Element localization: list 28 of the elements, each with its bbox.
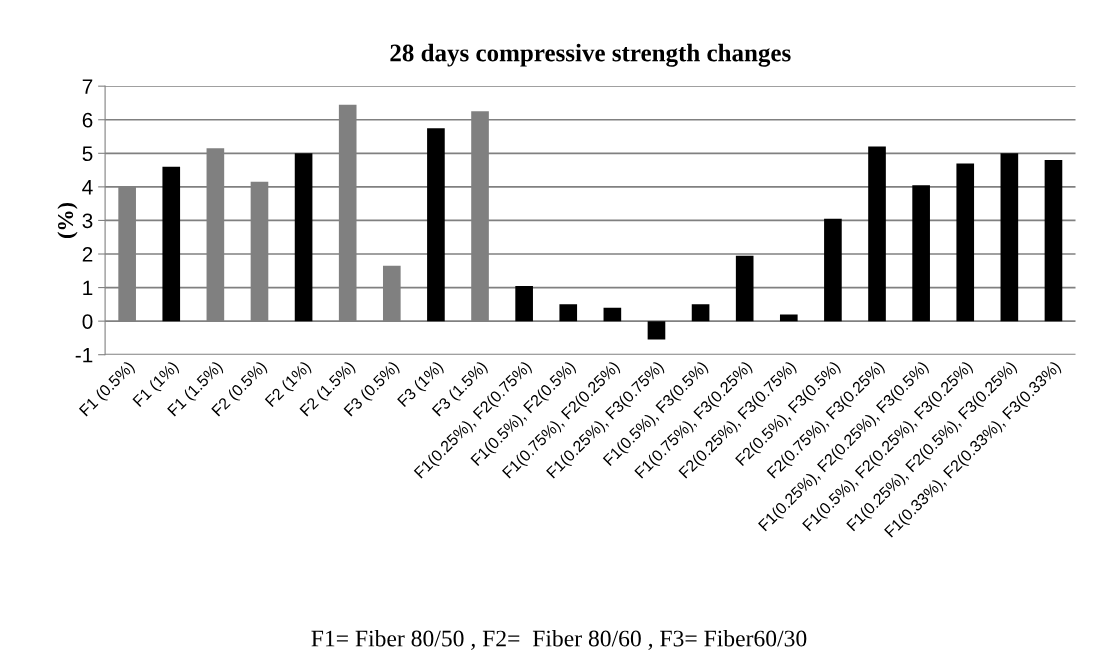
y-tick-label: 0 bbox=[82, 314, 93, 329]
bar bbox=[868, 146, 886, 322]
y-tick-label: 1 bbox=[83, 280, 93, 296]
bar bbox=[515, 285, 533, 322]
bar bbox=[912, 185, 930, 322]
y-tick-label: 2 bbox=[82, 247, 93, 262]
bar bbox=[559, 304, 578, 322]
bar bbox=[647, 321, 666, 340]
y-axis-title: (%) bbox=[57, 202, 78, 238]
y-tick-label: 5 bbox=[82, 146, 93, 162]
text: F1= Fiber 80/50 , F2= Fiber 80/60 , F3= Fiber60/30 bbox=[311, 629, 807, 650]
y-tick-label: 6 bbox=[82, 112, 93, 128]
y-tick-label: 3 bbox=[82, 213, 93, 229]
bar bbox=[691, 304, 710, 322]
bar bbox=[603, 307, 622, 322]
bar bbox=[956, 163, 975, 322]
bar bbox=[779, 314, 798, 322]
bar bbox=[824, 218, 842, 322]
bar bbox=[427, 128, 445, 322]
bar bbox=[1044, 160, 1063, 322]
bar bbox=[162, 166, 181, 322]
y-tick-label: -1 bbox=[75, 347, 93, 363]
bar bbox=[1000, 153, 1019, 322]
chart-title: 28 days compressive strength changes bbox=[390, 43, 791, 67]
bar bbox=[735, 255, 754, 322]
y-tick-label: 4 bbox=[82, 180, 93, 195]
y-tick-label: 7 bbox=[82, 79, 93, 94]
bar bbox=[294, 153, 313, 322]
